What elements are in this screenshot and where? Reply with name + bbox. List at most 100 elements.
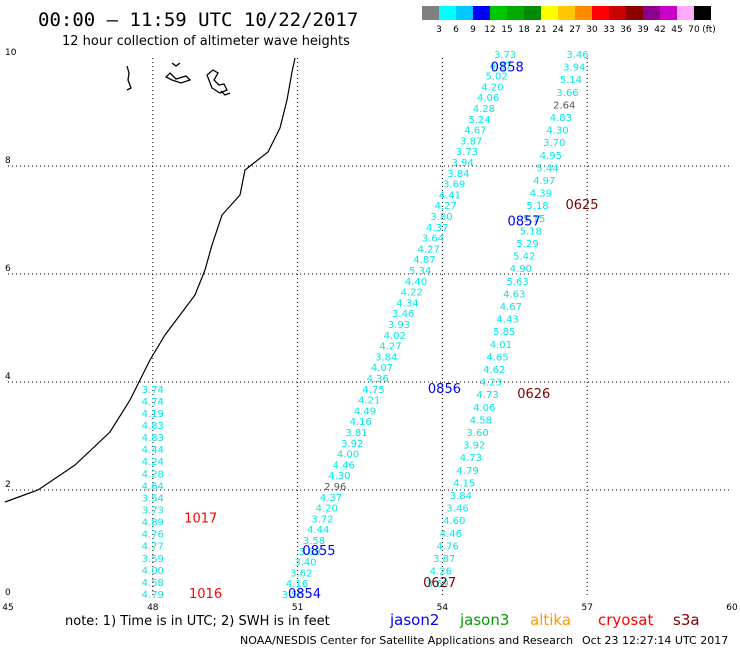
- colorbar-swatch: [439, 6, 456, 20]
- swh-value: 5.63: [506, 277, 528, 288]
- swh-value: 3.92: [341, 439, 363, 450]
- plot-area: 4.794.584.003.594.774.764.893.733.544.64…: [2, 48, 738, 613]
- swh-value: 4.74: [142, 397, 164, 408]
- swh-value: 4.06: [477, 93, 499, 104]
- satellite-legend: jason2 jason3 altika cryosat s3a: [389, 611, 700, 629]
- swh-value: 4.90: [510, 264, 532, 275]
- swh-value: 4.64: [142, 481, 164, 492]
- footer-timestamp: Oct 23 12:27:14 UTC 2017: [582, 634, 728, 647]
- swh-value: 4.73: [460, 453, 482, 464]
- colorbar-unit: (ft): [702, 25, 716, 35]
- swh-value: 4.23: [480, 378, 502, 389]
- swh-value: 5.85: [493, 327, 515, 338]
- colorbar-label: 39: [637, 25, 649, 35]
- swh-value: 3.73: [142, 506, 164, 517]
- satellite-legend-item: jason2: [389, 611, 439, 629]
- colorbar-label: 21: [535, 25, 546, 35]
- colorbar-label: 36: [620, 25, 632, 35]
- swh-value: 3.69: [426, 579, 448, 590]
- y-tick-label: 10: [5, 48, 17, 58]
- grid: [8, 58, 732, 598]
- pass-time-label: 0626: [517, 387, 550, 402]
- swh-value: 4.02: [384, 331, 406, 342]
- colorbar-label: 30: [586, 25, 598, 35]
- swh-value: 3.60: [466, 428, 488, 439]
- swh-value: 4.62: [483, 365, 505, 376]
- colorbar-swatch: [422, 6, 439, 20]
- colorbar-swatch: [660, 6, 677, 20]
- swh-value: 3.62: [290, 568, 312, 579]
- x-tick-label: 54: [437, 603, 449, 613]
- swh-value: 4.26: [430, 567, 452, 578]
- swh-value: 5.18: [526, 201, 548, 212]
- y-tick-label: 0: [5, 588, 11, 598]
- swh-values: 4.794.584.003.594.774.764.893.733.544.64…: [142, 50, 589, 601]
- island-4: [220, 90, 231, 96]
- swh-value: 4.43: [496, 315, 518, 326]
- colorbar-swatch: [677, 6, 694, 20]
- island-shapes: [126, 62, 231, 96]
- colorbar-swatch: [473, 6, 490, 20]
- swh-value: 4.06: [473, 403, 495, 414]
- swh-value: 5.34: [409, 266, 431, 277]
- swh-value: 4.76: [142, 530, 164, 541]
- island-1: [126, 65, 132, 91]
- colorbar-swatch: [524, 6, 541, 20]
- x-tick-label: 51: [292, 603, 303, 613]
- colorbar-label: 45: [671, 25, 682, 35]
- colorbar-swatch: [490, 6, 507, 20]
- swh-value: 4.28: [473, 104, 495, 115]
- y-tick-label: 2: [5, 480, 11, 490]
- swh-value: 4.89: [142, 518, 164, 529]
- swh-value: 2.64: [553, 100, 575, 111]
- swh-value: 4.20: [481, 82, 503, 93]
- swh-value: 3.46: [566, 50, 588, 61]
- swh-value: 5.18: [520, 226, 542, 237]
- swh-value: 3.80: [430, 212, 452, 223]
- colorbar-swatch: [643, 6, 660, 20]
- swh-value: 4.21: [358, 396, 380, 407]
- swh-value: 4.95: [540, 151, 562, 162]
- swh-value: 3.66: [556, 88, 578, 99]
- swh-value: 4.79: [142, 590, 164, 601]
- swh-value: 4.75: [362, 385, 384, 396]
- swh-value: 4.19: [142, 409, 164, 420]
- swh-value: 3.94: [563, 63, 585, 74]
- y-tick-label: 6: [5, 264, 11, 274]
- swh-value: 4.07: [371, 363, 393, 374]
- axis-ticks: 45 48 51 54 57 60 0 2 4 6 8 10: [2, 48, 738, 613]
- pass-time-label: 0858: [491, 61, 524, 76]
- swh-value: 4.24: [142, 457, 164, 468]
- colorbar-label: 9: [470, 25, 476, 35]
- pass-time-label: 0857: [508, 214, 541, 229]
- colorbar-swatch: [575, 6, 592, 20]
- swh-value: 4.77: [142, 542, 164, 553]
- swh-value: 4.83: [142, 421, 164, 432]
- swh-value: 4.60: [443, 516, 465, 527]
- swh-value: 5.15: [523, 214, 545, 225]
- swh-value: 3.84: [447, 169, 469, 180]
- x-tick-label: 57: [581, 603, 592, 613]
- swh-value: 4.63: [503, 289, 525, 300]
- swh-value: 3.92: [463, 441, 485, 452]
- swh-value: 3.59: [142, 554, 164, 565]
- swh-value: 3.93: [388, 320, 410, 331]
- x-tick-label: 48: [147, 603, 159, 613]
- x-tick-label: 45: [2, 603, 13, 613]
- swh-value: 3.94: [452, 158, 474, 169]
- colorbar-label: 12: [484, 25, 495, 35]
- swh-value: 4.16: [286, 579, 308, 590]
- chart-title: 00:00 – 11:59 UTC 10/22/2017: [38, 9, 358, 31]
- colorbar-swatch: [609, 6, 626, 20]
- chart-subtitle: 12 hour collection of altimeter wave hei…: [62, 34, 350, 49]
- colorbar-swatch: [541, 6, 558, 20]
- swh-value: 3.84: [450, 491, 472, 502]
- swh-value: 4.44: [307, 525, 329, 536]
- pass-time-label: 0856: [428, 382, 461, 397]
- swh-value: 4.28: [142, 469, 164, 480]
- swh-value: 5.14: [560, 75, 582, 86]
- swh-value: 3.73: [494, 50, 516, 61]
- swh-value: 4.22: [401, 288, 423, 299]
- swh-value: 4.34: [396, 298, 418, 309]
